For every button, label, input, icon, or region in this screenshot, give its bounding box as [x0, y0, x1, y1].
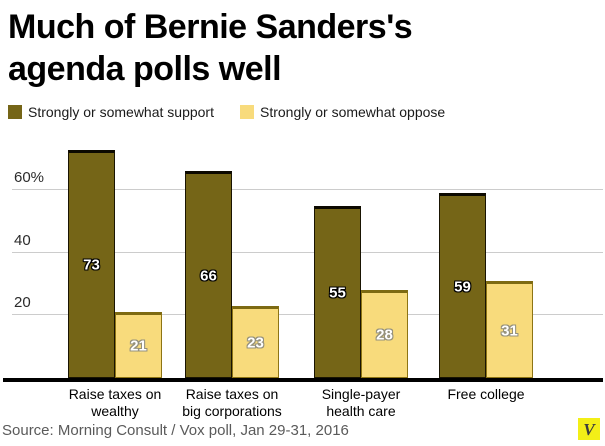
category-label-line: wealthy: [91, 403, 139, 419]
category-label-2: Single-payer health care: [271, 386, 451, 420]
bar-value-label: 66: [200, 267, 217, 284]
legend-item-1: Strongly or somewhat oppose: [239, 104, 446, 120]
bar-value-label: 55: [329, 284, 346, 302]
vox-logo: V: [578, 418, 600, 440]
bar-group-2: 55 28: [314, 130, 408, 378]
category-label-3: Free college: [396, 386, 576, 403]
bar-value-label: 23: [247, 334, 264, 352]
bar-value-label: 21: [130, 337, 147, 355]
chart-title-line-2: agenda polls well: [8, 50, 282, 89]
oppose-bar-3: 31: [486, 281, 533, 378]
support-bar-1: 66: [185, 171, 232, 378]
oppose-bar-0: 21: [115, 312, 162, 378]
support-bar-2: 55: [314, 206, 361, 378]
plot-area: 20 40 60% 73 21 66 23 55 28 59 31: [0, 130, 605, 382]
gridline-20: [12, 314, 603, 315]
bar-value-label: 31: [501, 322, 518, 339]
legend-label: Strongly or somewhat support: [28, 104, 214, 120]
vox-logo-letter: V: [583, 419, 595, 439]
category-label-line: Raise taxes on: [68, 386, 162, 402]
oppose-bar-1: 23: [232, 306, 279, 378]
ytick-label-20: 20: [14, 294, 31, 311]
category-label-line: Raise taxes on: [185, 386, 279, 402]
bar-value-label: 28: [376, 326, 393, 344]
support-bar-3: 59: [439, 193, 486, 378]
legend-item-0: Strongly or somewhat support: [8, 105, 214, 119]
bar-group-0: 73 21: [68, 130, 162, 378]
ytick-label-60: 60%: [14, 169, 45, 186]
bar-group-1: 66 23: [185, 130, 279, 378]
chart-title-line-1: Much of Bernie Sanders's: [8, 8, 413, 46]
category-label-line: big corporations: [182, 403, 282, 419]
oppose-bar-2: 28: [361, 290, 408, 378]
gridline-40: [12, 252, 603, 253]
legend: Strongly or somewhat support Strongly or …: [8, 105, 445, 119]
category-label-0: Raise taxes on wealthy: [25, 386, 205, 420]
source-credit: Source: Morning Consult / Vox poll, Jan …: [2, 422, 349, 439]
legend-swatch-icon: [239, 105, 254, 119]
x-axis-baseline: [3, 378, 603, 382]
legend-swatch-icon: [8, 105, 22, 119]
legend-label: Strongly or somewhat oppose: [259, 104, 446, 120]
bar-value-label: 59: [454, 278, 471, 295]
ytick-label-40: 40: [14, 232, 31, 249]
category-label-line: Single-payer: [321, 386, 401, 402]
support-bar-0: 73: [68, 150, 115, 378]
category-label-line: health care: [326, 403, 396, 419]
bar-value-label: 73: [83, 256, 100, 274]
category-label-line: Free college: [447, 386, 525, 402]
gridline-60: [12, 189, 603, 190]
bar-group-3: 59 31: [439, 130, 533, 378]
chart-title: Much of Bernie Sanders's agenda polls we…: [8, 6, 588, 90]
category-label-1: Raise taxes on big corporations: [142, 386, 322, 420]
